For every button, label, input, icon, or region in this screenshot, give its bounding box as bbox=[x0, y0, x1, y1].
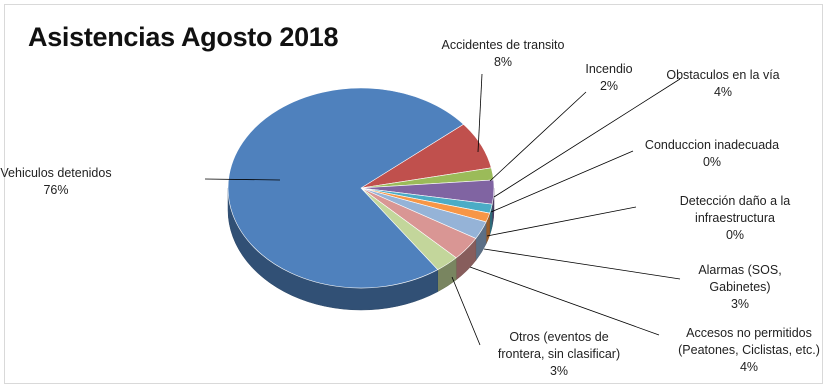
leader-line-0 bbox=[204, 178, 281, 181]
slice-label-0: Vehiculos detenidos 76% bbox=[0, 166, 111, 197]
leader-line-2 bbox=[489, 91, 587, 182]
slice-label-line: 3% bbox=[550, 364, 568, 378]
slice-label-line: infraestructura bbox=[695, 211, 775, 225]
pie-slice-0 bbox=[227, 87, 464, 289]
slice-label-line: 76% bbox=[43, 183, 68, 197]
slice-label-line: (Peatones, Ciclistas, etc.) bbox=[678, 343, 820, 357]
slice-label-line: Incendio bbox=[585, 62, 632, 76]
leader-line-6 bbox=[483, 248, 681, 280]
slice-label-line: Vehiculos detenidos bbox=[0, 166, 111, 180]
slice-label-3: Obstaculos en la vía 4% bbox=[666, 68, 779, 99]
slice-label-line: 0% bbox=[726, 228, 744, 242]
slice-label-6: Alarmas (SOS, Gabinetes) 3% bbox=[698, 263, 781, 311]
slice-label-line: Alarmas (SOS, bbox=[698, 263, 781, 277]
leader-line-4 bbox=[490, 150, 634, 213]
slice-label-line: Accidentes de transito bbox=[442, 38, 565, 52]
slice-label-2: Incendio 2% bbox=[585, 62, 632, 93]
leader-line-1 bbox=[477, 73, 483, 153]
slice-label-line: 3% bbox=[731, 297, 749, 311]
slice-label-line: Detección daño a la bbox=[680, 194, 791, 208]
slice-label-line: 4% bbox=[714, 85, 732, 99]
slice-label-line: 0% bbox=[703, 155, 721, 169]
slice-label-line: Gabinetes) bbox=[709, 280, 770, 294]
slice-label-line: Conduccion inadecuada bbox=[645, 138, 779, 152]
leader-line-3 bbox=[493, 78, 681, 198]
slice-label-5: Detección daño a la infraestructura 0% bbox=[680, 194, 791, 242]
slice-label-8: Otros (eventos de frontera, sin clasifica… bbox=[498, 330, 620, 378]
leader-line-5 bbox=[486, 206, 637, 237]
slice-label-line: 8% bbox=[494, 55, 512, 69]
slice-label-1: Accidentes de transito 8% bbox=[442, 38, 565, 69]
leader-line-8 bbox=[451, 276, 481, 346]
slice-label-line: Obstaculos en la vía bbox=[666, 68, 779, 82]
slice-label-line: Otros (eventos de bbox=[509, 330, 608, 344]
slice-label-line: 2% bbox=[600, 79, 618, 93]
slice-label-line: Accesos no permitidos bbox=[686, 326, 812, 340]
slice-label-line: 4% bbox=[740, 360, 758, 374]
slice-label-line: frontera, sin clasificar) bbox=[498, 347, 620, 361]
slice-label-7: Accesos no permitidos (Peatones, Ciclista… bbox=[678, 326, 820, 374]
leader-line-7 bbox=[469, 266, 660, 336]
chart-title: Asistencias Agosto 2018 bbox=[28, 22, 339, 52]
slice-label-4: Conduccion inadecuada 0% bbox=[645, 138, 779, 169]
